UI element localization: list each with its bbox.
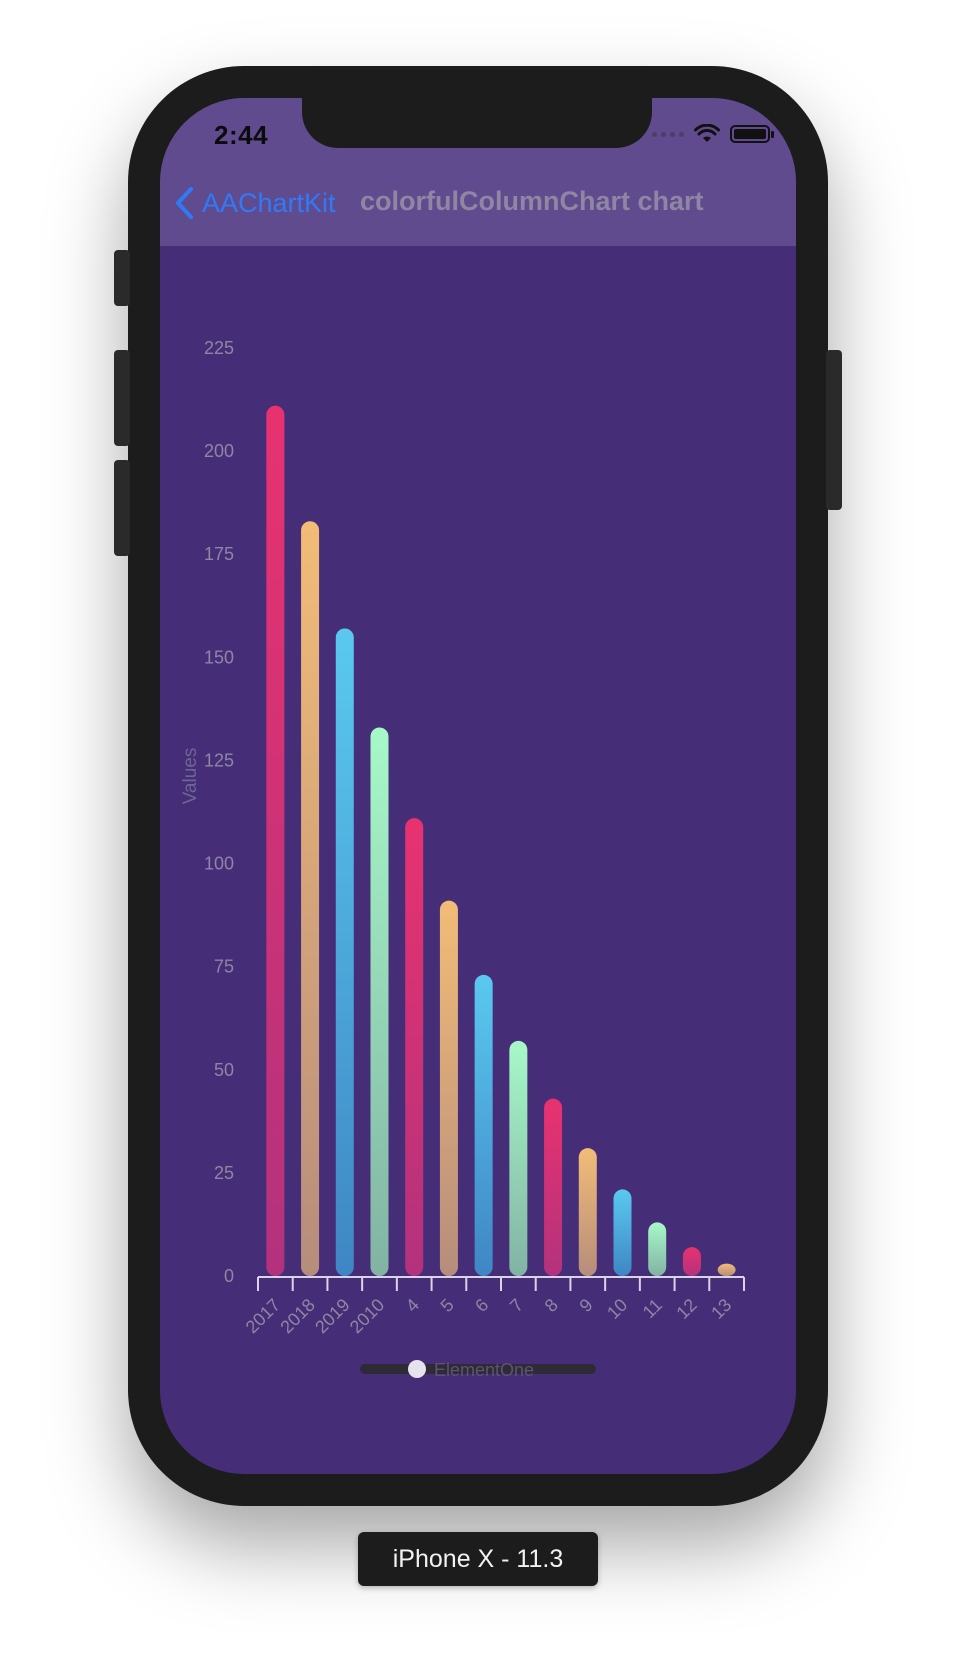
y-tick-label: 150 bbox=[204, 647, 234, 667]
y-tick-label: 200 bbox=[204, 441, 234, 461]
bar-6[interactable] bbox=[474, 974, 493, 1276]
y-tick-label: 125 bbox=[204, 750, 234, 770]
power-button bbox=[826, 350, 842, 510]
bar-2018[interactable] bbox=[301, 521, 320, 1276]
bar-4[interactable] bbox=[405, 818, 424, 1276]
x-tick-label: 13 bbox=[707, 1295, 735, 1323]
bar-7[interactable] bbox=[509, 1040, 528, 1276]
legend-label[interactable]: ElementOne bbox=[434, 1360, 535, 1380]
wifi-icon bbox=[694, 124, 720, 142]
device-name-label: iPhone X - 11.3 bbox=[358, 1532, 598, 1586]
x-tick-label: 11 bbox=[639, 1295, 666, 1322]
status-time: 2:44 bbox=[214, 120, 269, 150]
back-button[interactable]: AAChartKit bbox=[174, 186, 336, 220]
battery-icon bbox=[730, 125, 774, 143]
bar-13[interactable] bbox=[717, 1263, 736, 1276]
x-tick-label: 10 bbox=[603, 1295, 631, 1323]
chevron-left-icon bbox=[176, 187, 193, 219]
y-tick-label: 0 bbox=[224, 1266, 234, 1286]
bar-9[interactable] bbox=[578, 1148, 597, 1276]
y-tick-label: 50 bbox=[214, 1060, 234, 1080]
x-tick-label: 2010 bbox=[346, 1295, 388, 1337]
back-button-label: AAChartKit bbox=[202, 187, 336, 218]
volume-up-button bbox=[114, 350, 130, 446]
volume-down-button bbox=[114, 460, 130, 556]
navigation-bar: 2:44 AAChartKit colorfulColumnCh bbox=[160, 98, 796, 246]
y-tick-label: 225 bbox=[204, 338, 234, 358]
x-tick-label: 2018 bbox=[276, 1295, 318, 1337]
x-tick-label: 2019 bbox=[311, 1295, 353, 1337]
bar-11[interactable] bbox=[648, 1222, 667, 1276]
legend-marker[interactable] bbox=[408, 1360, 426, 1378]
home-indicator[interactable] bbox=[360, 1364, 596, 1374]
bar-8[interactable] bbox=[544, 1098, 563, 1276]
x-tick-label: 5 bbox=[437, 1295, 458, 1316]
bar-5[interactable] bbox=[439, 900, 458, 1276]
bar-10[interactable] bbox=[613, 1189, 632, 1276]
bar-series bbox=[266, 405, 736, 1277]
y-axis: 0 25 50 75 100 125 150 175 200 225 bbox=[204, 338, 234, 1286]
x-tick-label: 7 bbox=[506, 1295, 527, 1316]
cellular-signal-icon bbox=[652, 131, 684, 137]
device-notch bbox=[302, 98, 652, 148]
bar-2017[interactable] bbox=[266, 405, 285, 1277]
x-tick-label: 9 bbox=[575, 1295, 596, 1316]
x-tick-label: 6 bbox=[471, 1295, 492, 1316]
x-tick-label: 12 bbox=[672, 1295, 700, 1323]
bar-2010[interactable] bbox=[370, 727, 389, 1276]
status-indicators bbox=[652, 122, 774, 146]
device-screen: 2:44 AAChartKit colorfulColumnCh bbox=[160, 98, 796, 1474]
x-tick-label: 8 bbox=[541, 1295, 562, 1316]
bar-12[interactable] bbox=[682, 1247, 701, 1276]
x-tick-label: 2017 bbox=[242, 1295, 284, 1337]
page-title: colorfulColumnChart chart bbox=[360, 186, 704, 216]
y-axis-title: Values bbox=[180, 748, 201, 805]
y-tick-label: 25 bbox=[214, 1163, 234, 1183]
y-tick-label: 175 bbox=[204, 544, 234, 564]
x-tick-label: 4 bbox=[402, 1295, 423, 1316]
bar-2019[interactable] bbox=[335, 628, 354, 1276]
mute-switch bbox=[114, 250, 130, 306]
y-tick-label: 100 bbox=[204, 854, 234, 874]
y-tick-label: 75 bbox=[214, 957, 234, 977]
